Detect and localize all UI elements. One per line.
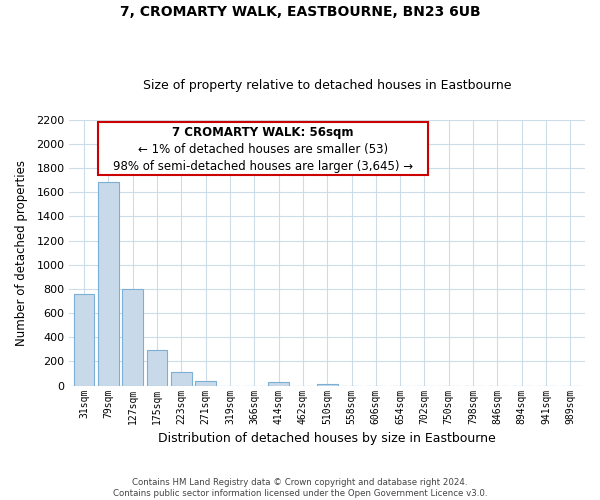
Bar [171,372,191,386]
Y-axis label: Number of detached properties: Number of detached properties [15,160,28,346]
FancyBboxPatch shape [98,122,428,176]
Bar [98,182,119,386]
Bar [146,350,167,386]
Bar [122,289,143,386]
Text: 7 CROMARTY WALK: 56sqm: 7 CROMARTY WALK: 56sqm [172,126,353,140]
X-axis label: Distribution of detached houses by size in Eastbourne: Distribution of detached houses by size … [158,432,496,445]
Text: 7, CROMARTY WALK, EASTBOURNE, BN23 6UB: 7, CROMARTY WALK, EASTBOURNE, BN23 6UB [119,5,481,19]
Text: ← 1% of detached houses are smaller (53): ← 1% of detached houses are smaller (53) [138,144,388,156]
Text: 98% of semi-detached houses are larger (3,645) →: 98% of semi-detached houses are larger (… [113,160,413,173]
Title: Size of property relative to detached houses in Eastbourne: Size of property relative to detached ho… [143,79,511,92]
Bar [195,381,216,386]
Bar [268,382,289,386]
Text: Contains HM Land Registry data © Crown copyright and database right 2024.
Contai: Contains HM Land Registry data © Crown c… [113,478,487,498]
Bar [74,294,94,386]
Bar [317,384,338,386]
